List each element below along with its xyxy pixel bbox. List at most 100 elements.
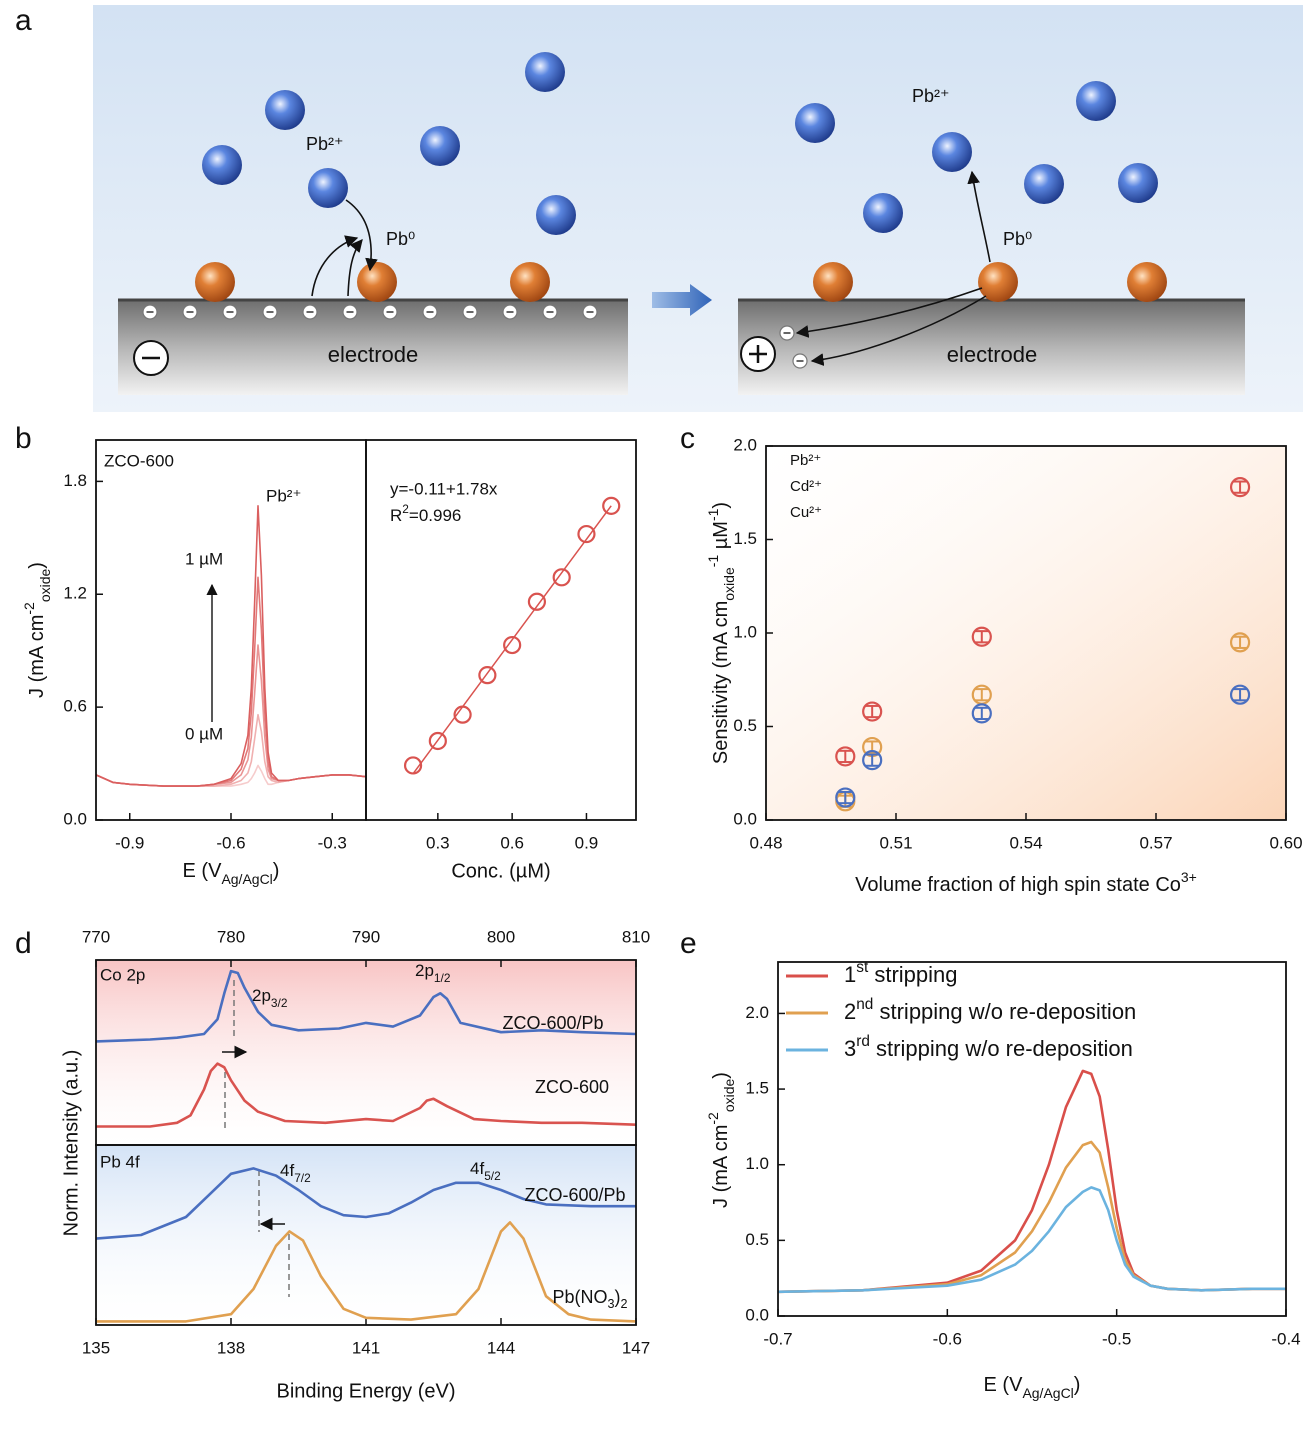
text-part: ) <box>26 562 48 569</box>
atom <box>195 262 235 302</box>
text-part: 5/2 <box>484 1169 501 1183</box>
text-part: -1 <box>705 508 721 521</box>
text-part: ) <box>710 1072 732 1079</box>
annotation: 1 µM <box>185 549 223 568</box>
electrode-label: electrode <box>328 342 419 367</box>
data-point <box>971 703 992 724</box>
x-tick-label: 135 <box>82 1338 110 1357</box>
text-part: ) <box>615 1287 621 1307</box>
y-tick-label: 1.0 <box>733 622 757 641</box>
arrow <box>967 170 991 263</box>
annotation: 0 µM <box>185 724 223 743</box>
text-part: ) <box>710 502 732 509</box>
error-bar <box>974 706 989 721</box>
plot-background <box>96 960 636 1145</box>
text-part: 4f <box>280 1161 294 1180</box>
annotation: 2p3/2 <box>252 986 288 1010</box>
panel-label: c <box>680 422 695 455</box>
x-tick-label: 800 <box>487 927 515 946</box>
y-tick-label: 0.6 <box>63 697 87 716</box>
ion <box>795 103 835 143</box>
text-part: rd <box>856 1033 870 1050</box>
x-tick-label: -0.5 <box>1102 1329 1131 1348</box>
line-series <box>96 1221 637 1323</box>
line-series <box>95 644 367 787</box>
error-bar <box>838 749 853 764</box>
data-point <box>1229 632 1251 653</box>
data-point <box>403 756 423 775</box>
x-tick-label: -0.7 <box>763 1329 792 1348</box>
data-point <box>862 750 883 771</box>
line-series <box>95 505 367 787</box>
series-label: ZCO-600/Pb <box>524 1185 625 1205</box>
text-part: oxide <box>721 1078 737 1112</box>
text-part: oxide <box>37 568 53 602</box>
arrow <box>795 287 983 338</box>
panel-label: b <box>15 422 32 455</box>
legend-label: 1st stripping <box>844 959 958 987</box>
text-part: Pb(NO <box>552 1287 607 1307</box>
electrode <box>118 300 628 395</box>
series-label: ZCO-600/Pb <box>502 1013 603 1033</box>
arrow <box>347 239 363 297</box>
plot-background <box>766 446 1286 820</box>
text-part: µM <box>710 521 732 555</box>
annotation: 2p1/2 <box>415 961 451 985</box>
arrow <box>345 199 378 272</box>
ion <box>420 126 460 166</box>
text-part: 3 <box>844 1036 856 1061</box>
x-tick-label: 0.51 <box>879 833 912 852</box>
data-point <box>527 592 547 611</box>
line-series <box>777 1140 1286 1294</box>
atom-label: Pb⁰ <box>386 229 415 249</box>
text-part: Ag/AgCl <box>221 871 272 887</box>
atom <box>813 262 853 302</box>
legend-label: 3rd stripping w/o re-deposition <box>844 1033 1133 1061</box>
annotation: Pb²⁺ <box>266 486 301 505</box>
x-tick-label: -0.4 <box>1271 1329 1300 1348</box>
x-axis-label: Volume fraction of high spin state Co3+ <box>855 869 1197 897</box>
x-tick-label: 770 <box>82 927 110 946</box>
y-tick-label: 1.0 <box>745 1154 769 1173</box>
ion-label: Pb²⁺ <box>306 134 344 154</box>
x-tick-label: -0.3 <box>318 833 347 852</box>
error-bar <box>1233 688 1248 702</box>
panel-label: a <box>15 4 32 37</box>
text-part: 3 <box>607 1297 614 1311</box>
error-bar <box>974 630 989 644</box>
data-point <box>602 496 621 515</box>
y-tick-label: 2.0 <box>745 1003 769 1022</box>
x-axis-label: Conc. (µM) <box>451 860 550 882</box>
y-tick-label: 1.5 <box>733 529 757 548</box>
legend-label: 2nd stripping w/o re-deposition <box>844 996 1136 1024</box>
plot-frame <box>777 961 1287 1317</box>
annotation: 4f5/2 <box>470 1159 501 1183</box>
x-tick-label: -0.9 <box>115 833 144 852</box>
x-tick-label: 790 <box>352 927 380 946</box>
electrode-label: electrode <box>947 342 1038 367</box>
plot-frame <box>765 445 1287 821</box>
text-part: 3+ <box>1181 869 1197 885</box>
y-tick-label: 0.0 <box>733 809 757 828</box>
y-tick-label: 1.2 <box>63 584 87 603</box>
text-part: stripping <box>868 962 957 987</box>
text-part: 2 <box>844 999 856 1024</box>
data-point <box>862 701 883 722</box>
text-part: st <box>856 959 869 976</box>
text-part: -1 <box>705 555 721 568</box>
plot-frame <box>95 439 367 821</box>
ion <box>536 195 576 235</box>
text-part: 2 <box>402 502 409 516</box>
data-point <box>1229 684 1251 705</box>
data-point <box>453 705 472 724</box>
ion <box>308 168 348 208</box>
line-series <box>95 969 637 1043</box>
atom <box>1127 262 1167 302</box>
data-point <box>835 787 856 808</box>
legend-label: Pb²⁺ <box>790 452 821 469</box>
atom-label: Pb⁰ <box>1003 229 1032 249</box>
line-series <box>777 1186 1286 1294</box>
y-axis-label: Norm. Intensity (a.u.) <box>60 1050 82 1237</box>
